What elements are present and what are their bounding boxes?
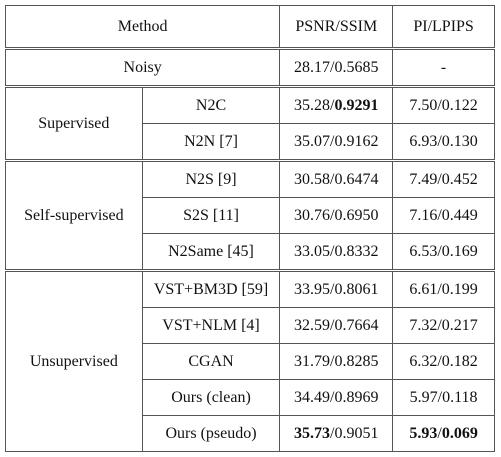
psnr-cell: 34.49/0.8969	[279, 379, 394, 416]
row: Supervised N2C 35.28/0.9291 7.50/0.122	[5, 85, 495, 161]
text-segment: 0.9291	[334, 96, 379, 114]
method-cell: VST+BM3D [59]	[141, 269, 281, 308]
psnr-cell: 30.76/0.6950	[279, 197, 394, 234]
row: N2Same [45] 33.05/0.8332 6.53/0.169	[6, 233, 495, 271]
psnr-cell: 35.07/0.9162	[279, 123, 394, 161]
method-cell: N2S [9]	[141, 159, 281, 198]
row: Ours (clean) 34.49/0.8969 5.97/0.118	[6, 379, 495, 416]
method-cell: Noisy	[4, 47, 281, 87]
row: S2S [11] 30.76/0.6950 7.16/0.449	[6, 197, 495, 234]
psnr-cell: 35.73/0.9051	[279, 415, 394, 452]
method-cell: N2C	[141, 85, 281, 124]
method-cell: N2N [7]	[141, 123, 281, 161]
psnr-cell: 35.28/0.9291	[279, 85, 394, 124]
pi-cell: 5.93/0.069	[392, 415, 495, 452]
pi-cell: 6.61/0.199	[392, 269, 495, 308]
header-cell: PSNR/SSIM	[279, 5, 394, 49]
pi-cell: 7.32/0.217	[392, 307, 495, 344]
row: N2N [7] 35.07/0.9162 6.93/0.130	[6, 123, 495, 161]
pi-cell: 6.53/0.169	[392, 233, 495, 271]
row: Ours (pseudo) 35.73/0.9051 5.93/0.069	[6, 415, 495, 452]
method-cell: N2Same [45]	[141, 233, 281, 271]
group-cell: Unsupervised	[5, 269, 143, 452]
results-table: Method PSNR/SSIM PI/LPIPS Noisy 28.17/0.…	[4, 5, 495, 452]
row: VST+NLM [4] 32.59/0.7664 7.32/0.217	[6, 307, 495, 344]
psnr-cell: 33.05/0.8332	[279, 233, 394, 271]
header-row: Method PSNR/SSIM PI/LPIPS	[4, 5, 495, 49]
psnr-cell: 33.95/0.8061	[279, 269, 394, 308]
text-segment: 5.93	[409, 424, 438, 442]
pi-cell: 6.32/0.182	[392, 343, 495, 380]
method-cell: S2S [11]	[141, 197, 281, 234]
pi-cell: 7.16/0.449	[392, 197, 495, 234]
method-cell: VST+NLM [4]	[141, 307, 281, 344]
row: Self-supervised N2S [9] 30.58/0.6474 7.49/0…	[5, 159, 495, 271]
text-segment: 35.73	[294, 424, 331, 442]
method-cell: Ours (clean)	[141, 379, 281, 416]
row: CGAN 31.79/0.8285 6.32/0.182	[6, 343, 495, 380]
method-cell: Ours (pseudo)	[141, 415, 281, 452]
row: Unsupervised VST+BM3D [59] 33.95/0.8061 6.6…	[5, 269, 495, 452]
psnr-cell: 32.59/0.7664	[279, 307, 394, 344]
pi-cell: -	[392, 47, 495, 87]
table-body: Method PSNR/SSIM PI/LPIPS Noisy 28.17/0.…	[4, 5, 495, 452]
header-cell: Method	[4, 5, 281, 49]
pi-cell: 7.49/0.452	[392, 159, 495, 198]
psnr-cell: 30.58/0.6474	[279, 159, 394, 198]
psnr-cell: 28.17/0.5685	[279, 47, 394, 87]
text-segment: 35.28/	[294, 96, 335, 114]
group-cell: Supervised	[5, 85, 143, 161]
pi-cell: 6.93/0.130	[392, 123, 495, 161]
noisy-row: Noisy 28.17/0.5685 -	[4, 47, 495, 87]
method-cell: CGAN	[141, 343, 281, 380]
text-segment: 0.069	[441, 424, 478, 442]
pi-cell: 5.97/0.118	[392, 379, 495, 416]
text-segment: /	[437, 424, 442, 442]
pi-cell: 7.50/0.122	[392, 85, 495, 124]
text-segment: /0.9051	[330, 424, 379, 442]
group-cell: Self-supervised	[5, 159, 143, 271]
header-cell: PI/LPIPS	[392, 5, 495, 49]
psnr-cell: 31.79/0.8285	[279, 343, 394, 380]
